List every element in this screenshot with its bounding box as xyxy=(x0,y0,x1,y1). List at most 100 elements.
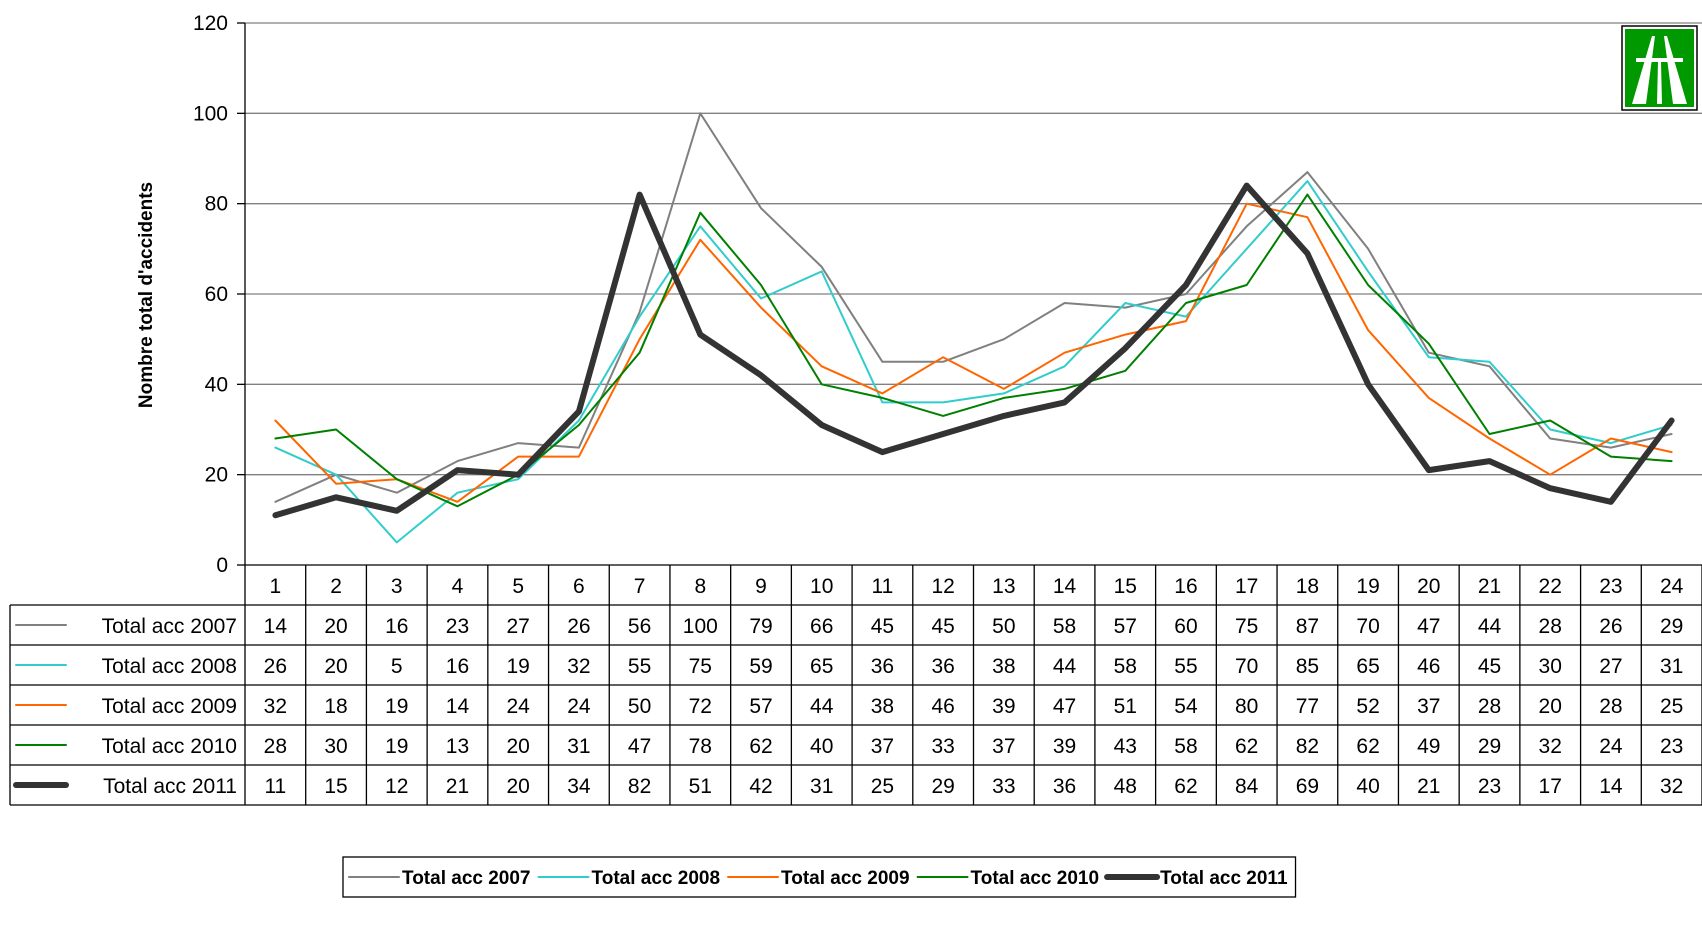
table-header-cell: 20 xyxy=(1417,575,1440,598)
table-cell: 62 xyxy=(749,735,772,758)
table-header-cell: 7 xyxy=(634,575,646,598)
table-cell: 49 xyxy=(1417,735,1440,758)
y-tick-label: 120 xyxy=(193,12,228,35)
table-cell: 32 xyxy=(1539,735,1562,758)
table-cell: 29 xyxy=(931,775,954,798)
data-table: 1 2 3 4 5 6 7 8 9 10 11 12 13 14 15 16 17 18 19 20 21 22 23 24T… xyxy=(9,564,1702,806)
table-cell: 45 xyxy=(871,615,894,638)
legend-label: Total acc 2011 xyxy=(1160,868,1288,889)
table-row-label: Total acc 2011 xyxy=(103,775,237,798)
table-cell: 32 xyxy=(567,655,590,678)
table-cell: 75 xyxy=(689,655,712,678)
table-cell: 14 xyxy=(1599,775,1623,798)
table-cell: 28 xyxy=(1539,615,1562,638)
y-tick-label: 20 xyxy=(205,464,228,487)
table-cell: 31 xyxy=(1660,655,1683,678)
y-tick-label: 0 xyxy=(216,554,228,577)
table-cell: 34 xyxy=(567,775,591,798)
table-cell: 11 xyxy=(264,775,286,798)
table-header-cell: 19 xyxy=(1356,575,1379,598)
table-cell: 27 xyxy=(507,615,530,638)
table-cell: 44 xyxy=(1478,615,1502,638)
table-cell: 56 xyxy=(628,615,651,638)
table-cell: 58 xyxy=(1174,735,1197,758)
table-cell: 12 xyxy=(385,775,408,798)
table-cell: 85 xyxy=(1296,655,1319,678)
table-cell: 13 xyxy=(446,735,469,758)
table-cell: 20 xyxy=(507,775,530,798)
table-header-cell: 11 xyxy=(872,575,894,598)
table-cell: 29 xyxy=(1660,615,1683,638)
table-cell: 59 xyxy=(749,655,772,678)
table-header-cell: 17 xyxy=(1235,575,1258,598)
table-header-cell: 13 xyxy=(992,575,1015,598)
y-tick-label: 40 xyxy=(205,373,228,396)
table-cell: 70 xyxy=(1235,655,1258,678)
table-cell: 45 xyxy=(931,615,954,638)
table-cell: 31 xyxy=(810,775,833,798)
table-header-cell: 21 xyxy=(1478,575,1501,598)
series-line xyxy=(274,112,1673,503)
table-row-label: Total acc 2010 xyxy=(102,735,237,758)
table-cell: 42 xyxy=(749,775,772,798)
table-cell: 57 xyxy=(1114,615,1137,638)
table-cell: 58 xyxy=(1053,615,1076,638)
table-cell: 51 xyxy=(1114,695,1137,718)
series-line xyxy=(274,202,1673,503)
table-cell: 46 xyxy=(931,695,954,718)
table-cell: 28 xyxy=(1599,695,1622,718)
table-cell: 28 xyxy=(264,735,287,758)
table-cell: 21 xyxy=(446,775,469,798)
table-cell: 19 xyxy=(385,735,408,758)
table-cell: 18 xyxy=(324,695,347,718)
series-line xyxy=(272,182,1675,519)
table-cell: 100 xyxy=(683,615,718,638)
table-cell: 82 xyxy=(1296,735,1319,758)
table-header-cell: 22 xyxy=(1539,575,1562,598)
legend-label: Total acc 2008 xyxy=(592,868,721,889)
table-cell: 50 xyxy=(628,695,651,718)
table-header-cell: 15 xyxy=(1114,575,1137,598)
table-cell: 37 xyxy=(871,735,894,758)
table-cell: 28 xyxy=(1478,695,1501,718)
table-cell: 20 xyxy=(1539,695,1562,718)
table-cell: 57 xyxy=(749,695,772,718)
table-cell: 46 xyxy=(1417,655,1440,678)
table-cell: 43 xyxy=(1114,735,1137,758)
table-cell: 15 xyxy=(324,775,347,798)
table-cell: 50 xyxy=(992,615,1015,638)
table-cell: 55 xyxy=(628,655,651,678)
table-cell: 23 xyxy=(446,615,469,638)
table-cell: 39 xyxy=(992,695,1015,718)
table-cell: 45 xyxy=(1478,655,1501,678)
table-cell: 30 xyxy=(1539,655,1562,678)
legend-label: Total acc 2007 xyxy=(402,868,531,889)
table-cell: 29 xyxy=(1478,735,1501,758)
table-cell: 54 xyxy=(1174,695,1198,718)
table-cell: 21 xyxy=(1417,775,1440,798)
table-cell: 77 xyxy=(1296,695,1319,718)
table-cell: 26 xyxy=(567,615,590,638)
table-cell: 5 xyxy=(391,655,403,678)
table-header-cell: 10 xyxy=(810,575,833,598)
table-cell: 75 xyxy=(1235,615,1258,638)
table-cell: 31 xyxy=(567,735,590,758)
table-cell: 36 xyxy=(931,655,954,678)
table-row-label: Total acc 2007 xyxy=(102,615,237,638)
table-row-label: Total acc 2009 xyxy=(102,695,237,718)
table-cell: 69 xyxy=(1296,775,1319,798)
table-cell: 32 xyxy=(264,695,287,718)
y-tick-label: 80 xyxy=(205,193,228,216)
table-cell: 33 xyxy=(931,735,954,758)
table-header-cell: 16 xyxy=(1174,575,1197,598)
series-line xyxy=(274,180,1673,544)
table-cell: 82 xyxy=(628,775,651,798)
table-cell: 62 xyxy=(1174,775,1197,798)
table-cell: 27 xyxy=(1599,655,1622,678)
table-cell: 80 xyxy=(1235,695,1258,718)
table-cell: 65 xyxy=(810,655,833,678)
table-row-label: Total acc 2008 xyxy=(102,655,237,678)
table-cell: 37 xyxy=(992,735,1015,758)
table-cell: 33 xyxy=(992,775,1015,798)
